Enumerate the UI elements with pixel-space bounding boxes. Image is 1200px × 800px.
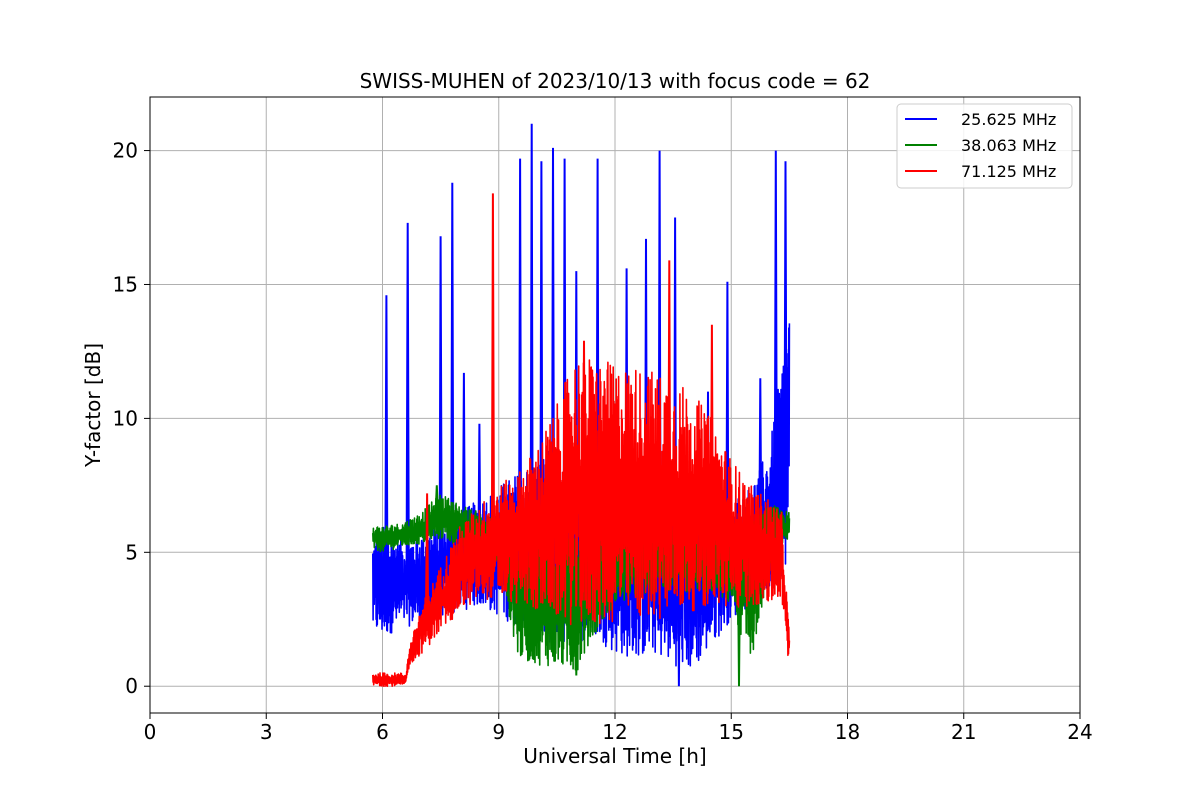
y-tick-label: 15 xyxy=(113,272,138,296)
x-tick-label: 3 xyxy=(260,720,273,744)
y-tick-label: 10 xyxy=(113,406,138,430)
x-tick-label: 12 xyxy=(602,720,627,744)
series-spike xyxy=(667,260,672,591)
series-spike xyxy=(783,161,788,539)
series-spike xyxy=(405,222,410,600)
y-tick-label: 20 xyxy=(113,139,138,163)
y-axis: 0 5 10 15 20 xyxy=(113,139,150,698)
series-spike xyxy=(424,493,430,621)
x-tick-label: 0 xyxy=(144,720,157,744)
x-tick-label: 21 xyxy=(951,720,976,744)
series-spike xyxy=(490,193,496,572)
chart-title: SWISS-MUHEN of 2023/10/13 with focus cod… xyxy=(360,69,871,93)
series-spike xyxy=(517,158,523,602)
x-tick-label: 9 xyxy=(492,720,505,744)
series-spike xyxy=(434,485,439,514)
x-tick-label: 6 xyxy=(376,720,389,744)
legend-label: 71.125 MHz xyxy=(961,162,1056,181)
legend-box xyxy=(896,103,1073,189)
series-spike xyxy=(709,324,714,580)
x-tick-label: 24 xyxy=(1067,720,1092,744)
y-axis-title: Y-factor [dB] xyxy=(81,343,105,468)
series-spike xyxy=(773,150,778,560)
series-spike xyxy=(581,340,587,601)
y-tick-label: 5 xyxy=(125,540,138,564)
x-axis: 0 3 6 9 12 15 18 21 24 xyxy=(144,713,1093,744)
x-tick-label: 18 xyxy=(835,720,860,744)
x-tick-label: 15 xyxy=(719,720,744,744)
series-spike xyxy=(529,123,534,609)
series-spike xyxy=(384,295,389,610)
legend-label: 38.063 MHz xyxy=(961,136,1056,155)
series-3-line xyxy=(372,193,791,687)
x-axis-title: Universal Time [h] xyxy=(523,744,706,768)
series-spike xyxy=(438,236,443,593)
series-spike xyxy=(450,182,455,588)
legend: 25.625 MHz 38.063 MHz 71.125 MHz xyxy=(896,103,1073,189)
series-trace xyxy=(372,356,791,687)
legend-label: 25.625 MHz xyxy=(961,110,1056,129)
series-layer xyxy=(372,123,791,687)
y-tick-label: 0 xyxy=(125,674,138,698)
